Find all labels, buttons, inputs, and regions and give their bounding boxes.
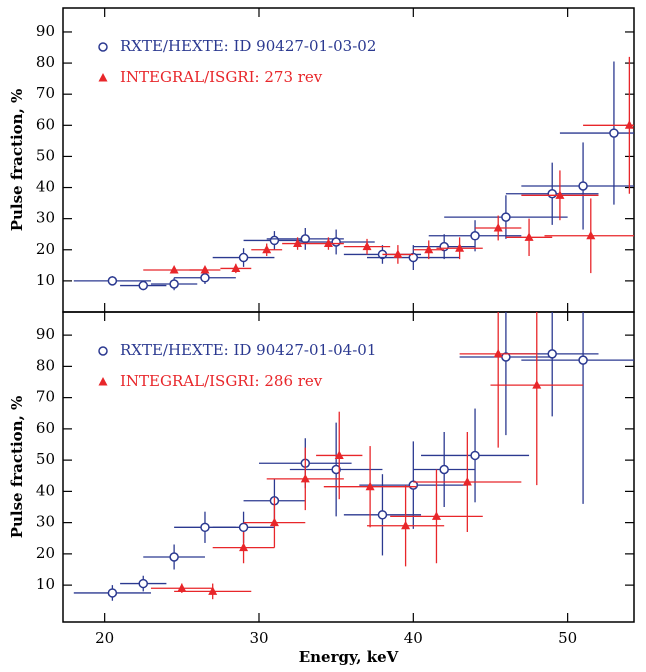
point xyxy=(177,583,187,592)
point xyxy=(609,128,619,138)
point xyxy=(107,276,118,286)
point xyxy=(493,348,503,358)
point xyxy=(200,264,210,274)
point xyxy=(424,244,434,254)
point xyxy=(365,481,375,491)
y-axis-label: Pulse fraction, % xyxy=(8,396,26,539)
point xyxy=(200,522,210,533)
point xyxy=(555,190,565,199)
y-tick-label: 70 xyxy=(36,84,55,102)
point xyxy=(334,450,344,459)
point xyxy=(524,232,534,241)
y-tick-label: 80 xyxy=(36,53,55,71)
y-tick-label: 70 xyxy=(36,388,55,406)
point xyxy=(455,243,465,252)
x-tick-label: 30 xyxy=(249,629,268,647)
x-tick-label: 20 xyxy=(95,629,114,647)
y-tick-label: 90 xyxy=(36,325,55,343)
point xyxy=(547,349,557,359)
point xyxy=(501,212,511,222)
y-tick-label: 30 xyxy=(36,209,55,227)
point xyxy=(300,234,311,244)
y-tick-label: 50 xyxy=(36,450,55,468)
point xyxy=(578,355,588,365)
x-tick-label: 50 xyxy=(558,629,577,647)
x-axis-label: Energy, keV xyxy=(299,648,399,666)
x-tick-label: 40 xyxy=(404,629,423,647)
point xyxy=(323,238,333,248)
point xyxy=(262,244,272,254)
point xyxy=(269,235,280,246)
point xyxy=(470,450,480,461)
point xyxy=(293,238,303,248)
y-tick-label: 80 xyxy=(36,356,55,374)
legend-marker xyxy=(98,73,108,82)
y-tick-label: 60 xyxy=(36,419,55,437)
point xyxy=(138,280,148,291)
y-tick-label: 20 xyxy=(36,240,55,258)
point xyxy=(169,279,179,289)
y-tick-label: 90 xyxy=(36,22,55,40)
y-tick-label: 40 xyxy=(36,481,55,499)
point xyxy=(377,510,388,520)
y-tick-label: 20 xyxy=(36,544,55,562)
legend-marker xyxy=(98,346,108,356)
legend-marker xyxy=(98,377,108,386)
point xyxy=(362,241,372,251)
y-tick-label: 50 xyxy=(36,146,55,164)
y-tick-label: 10 xyxy=(36,271,55,289)
point xyxy=(269,517,279,527)
point xyxy=(393,249,403,258)
point xyxy=(331,237,341,247)
point xyxy=(300,473,310,483)
point xyxy=(586,230,596,240)
point xyxy=(238,522,249,533)
point xyxy=(200,273,210,283)
point xyxy=(431,511,441,520)
point xyxy=(169,264,179,274)
point xyxy=(239,542,249,552)
point xyxy=(578,181,588,191)
point xyxy=(470,231,480,241)
legend-label: RXTE/HEXTE: ID 90427-01-04-01 xyxy=(120,341,376,359)
point xyxy=(208,586,218,595)
y-axis-label: Pulse fraction, % xyxy=(8,89,26,232)
point xyxy=(547,189,557,199)
point xyxy=(532,380,542,389)
point xyxy=(493,222,503,232)
point xyxy=(401,520,411,530)
point xyxy=(408,252,419,263)
y-tick-label: 10 xyxy=(36,575,55,593)
point xyxy=(624,120,634,129)
legend-label: INTEGRAL/ISGRI: 273 rev xyxy=(120,68,323,86)
point xyxy=(439,464,449,475)
y-tick-label: 30 xyxy=(36,513,55,531)
point xyxy=(331,464,341,475)
point xyxy=(169,552,179,562)
point xyxy=(231,263,241,272)
legend-marker xyxy=(98,42,108,52)
legend-label: INTEGRAL/ISGRI: 286 rev xyxy=(120,372,323,390)
point xyxy=(138,578,148,589)
point xyxy=(107,588,118,598)
point xyxy=(462,477,472,486)
y-tick-label: 40 xyxy=(36,178,55,196)
legend-label: RXTE/HEXTE: ID 90427-01-03-02 xyxy=(120,37,376,55)
plot-area xyxy=(73,312,634,601)
y-tick-label: 60 xyxy=(36,115,55,133)
point xyxy=(238,252,249,263)
plot-frame xyxy=(62,311,635,623)
plot-area xyxy=(73,56,634,291)
